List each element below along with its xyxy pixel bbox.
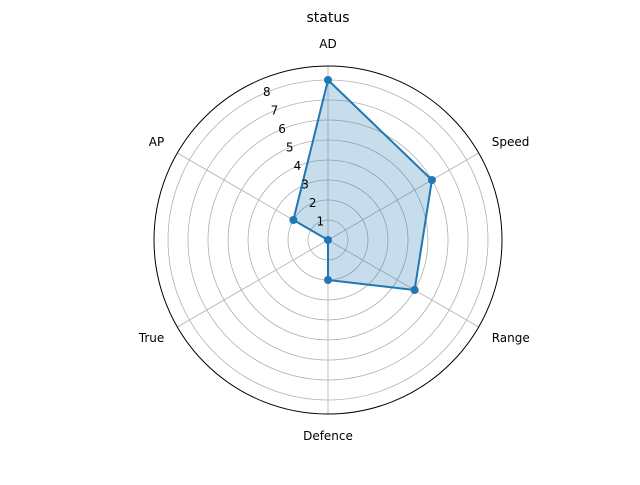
data-point bbox=[410, 286, 419, 294]
data-point bbox=[427, 176, 436, 184]
grid-spoke bbox=[177, 239, 329, 328]
data-point bbox=[324, 236, 332, 244]
data-point bbox=[289, 216, 298, 224]
data-point bbox=[324, 76, 332, 84]
category-label: Range bbox=[492, 331, 530, 345]
category-label: AD bbox=[319, 37, 336, 51]
r-tick-label: 8 bbox=[263, 85, 271, 99]
r-tick-label: 4 bbox=[294, 159, 302, 173]
category-label: True bbox=[138, 331, 165, 345]
category-label: Speed bbox=[492, 135, 530, 149]
r-tick-label: 6 bbox=[278, 122, 286, 136]
chart-title: status bbox=[306, 10, 349, 26]
r-tick-label: 5 bbox=[286, 141, 294, 155]
r-tick-label: 1 bbox=[317, 215, 325, 229]
category-label: AP bbox=[149, 135, 164, 149]
data-point bbox=[324, 276, 332, 284]
grid-spoke bbox=[327, 152, 479, 241]
r-tick-label: 3 bbox=[301, 178, 309, 192]
labels: 123 456 78 AD Speed Range Defence True AP bbox=[138, 37, 530, 443]
r-tick-label: 2 bbox=[309, 196, 317, 210]
series-area bbox=[293, 80, 432, 290]
r-tick-label: 7 bbox=[271, 104, 279, 118]
category-label: Defence bbox=[303, 429, 353, 443]
grid-spoke bbox=[327, 239, 479, 328]
polar-frame bbox=[153, 65, 503, 415]
data-layer bbox=[289, 76, 436, 294]
